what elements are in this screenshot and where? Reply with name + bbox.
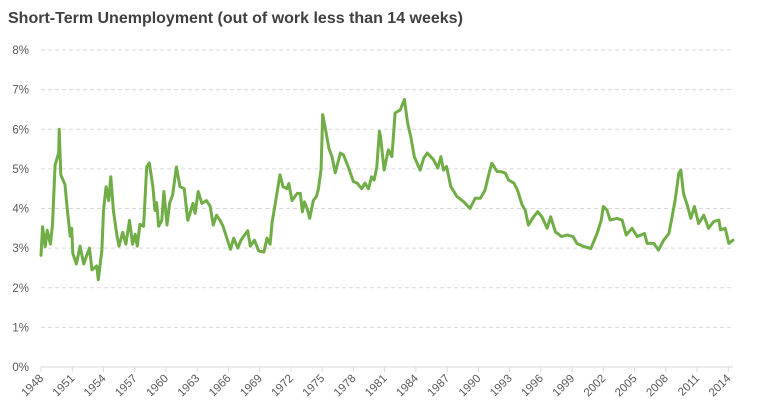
x-tick-label: 1981 xyxy=(363,373,390,400)
x-tick-label: 1957 xyxy=(113,373,140,400)
x-tick-label: 1960 xyxy=(145,373,172,400)
x-tick-label: 2011 xyxy=(676,373,702,399)
x-tick-label: 1951 xyxy=(51,373,78,400)
x-tick-label: 1978 xyxy=(332,373,359,400)
x-tick-label: 1993 xyxy=(488,373,515,400)
x-tick-label: 1987 xyxy=(426,373,453,400)
y-tick-label: 1% xyxy=(12,322,29,334)
x-tick-label: 2008 xyxy=(644,373,671,400)
chart-title: Short-Term Unemployment (out of work les… xyxy=(8,10,463,27)
x-tick-label: 2005 xyxy=(613,373,640,400)
series-line-short-term-unemployment xyxy=(39,98,735,282)
y-tick-label: 7% xyxy=(12,85,29,97)
y-tick-label: 0% xyxy=(12,362,29,374)
y-tick-label: 3% xyxy=(12,243,29,255)
x-tick-label: 1963 xyxy=(176,373,203,400)
y-tick-label: 8% xyxy=(12,45,29,57)
x-tick-label: 1996 xyxy=(519,373,546,400)
x-tick-label: 1975 xyxy=(301,373,328,400)
x-tick-label: 1948 xyxy=(20,373,47,400)
y-tick-label: 2% xyxy=(12,283,29,295)
x-tick-label: 2014 xyxy=(707,372,734,399)
x-tick-label: 1969 xyxy=(238,373,265,400)
y-tick-label: 5% xyxy=(12,164,29,176)
y-tick-label: 6% xyxy=(12,124,29,136)
x-tick-label: 1999 xyxy=(551,373,578,400)
x-tick-label: 2002 xyxy=(582,373,609,400)
x-tick-label: 1966 xyxy=(207,373,234,400)
x-tick-label: 1972 xyxy=(269,373,296,400)
x-tick-label: 1990 xyxy=(457,373,484,400)
x-tick-label: 1954 xyxy=(82,372,109,399)
y-tick-label: 4% xyxy=(12,204,29,216)
x-tick-label: 1984 xyxy=(394,372,421,399)
